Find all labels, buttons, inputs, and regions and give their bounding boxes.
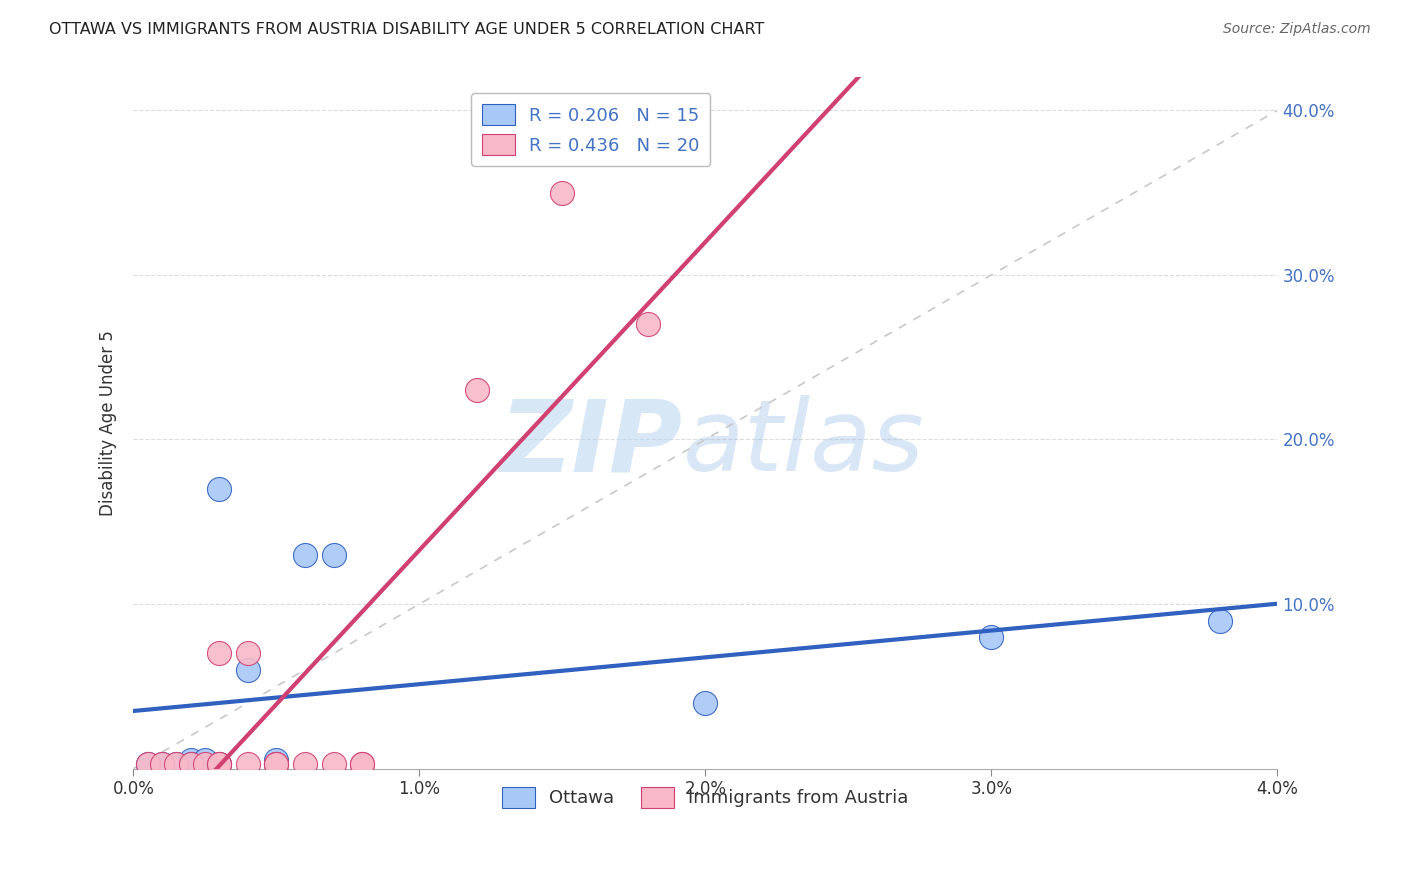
Text: atlas: atlas: [682, 395, 924, 492]
Point: [180, 756, 202, 771]
Y-axis label: Disability Age Under 5: Disability Age Under 5: [100, 330, 117, 516]
Point: [266, 753, 288, 767]
Point: [194, 756, 217, 771]
Point: [266, 756, 288, 771]
Point: [136, 756, 159, 771]
Point: [150, 756, 173, 771]
Point: [180, 756, 202, 771]
Point: [208, 647, 231, 661]
Point: [465, 383, 488, 397]
Point: [208, 756, 231, 771]
Point: [165, 756, 187, 771]
Point: [352, 756, 374, 771]
Point: [352, 756, 374, 771]
Point: [208, 482, 231, 496]
Point: [208, 756, 231, 771]
Point: [1209, 614, 1232, 628]
Point: [236, 647, 259, 661]
Text: ZIP: ZIP: [499, 395, 682, 492]
Point: [266, 756, 288, 771]
Text: Source: ZipAtlas.com: Source: ZipAtlas.com: [1223, 22, 1371, 37]
Point: [180, 753, 202, 767]
Point: [150, 756, 173, 771]
Point: [236, 756, 259, 771]
Point: [136, 756, 159, 771]
Point: [294, 548, 316, 562]
Point: [165, 756, 187, 771]
Point: [551, 186, 574, 200]
Point: [266, 756, 288, 771]
Point: [194, 753, 217, 767]
Point: [208, 756, 231, 771]
Point: [294, 756, 316, 771]
Text: OTTAWA VS IMMIGRANTS FROM AUSTRIA DISABILITY AGE UNDER 5 CORRELATION CHART: OTTAWA VS IMMIGRANTS FROM AUSTRIA DISABI…: [49, 22, 765, 37]
Legend: Ottawa, Immigrants from Austria: Ottawa, Immigrants from Austria: [495, 780, 915, 815]
Point: [980, 630, 1002, 644]
Point: [695, 696, 717, 710]
Point: [322, 756, 344, 771]
Point: [236, 663, 259, 677]
Point: [322, 548, 344, 562]
Point: [637, 318, 659, 332]
